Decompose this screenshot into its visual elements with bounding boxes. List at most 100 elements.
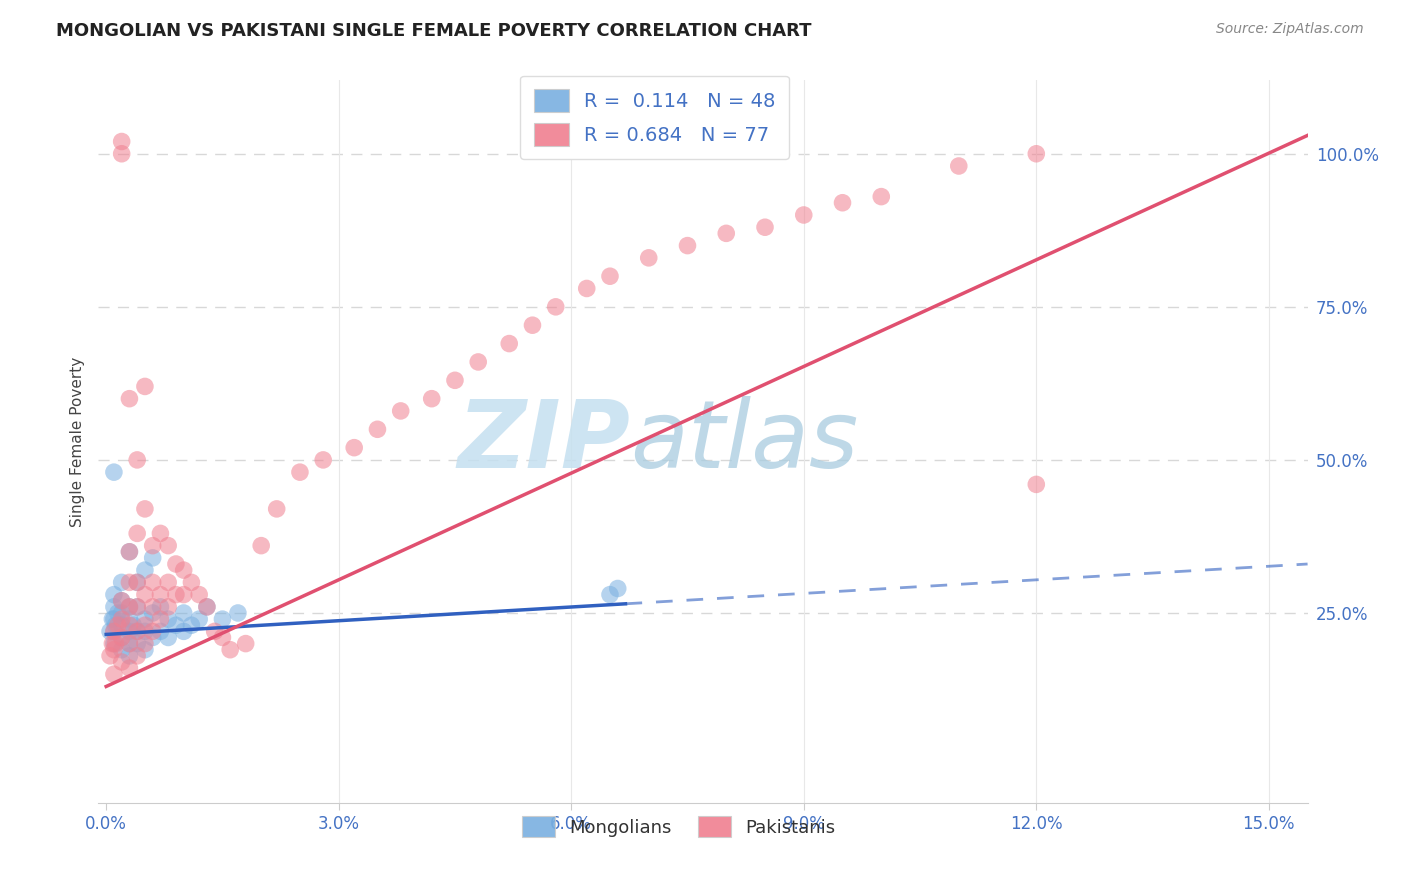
Point [157,631,180,645]
Point [366,422,388,436]
Point [127,624,149,639]
Point [111,146,134,161]
Point [165,557,187,571]
Point [134,637,156,651]
Point [101,612,124,626]
Point [250,539,273,553]
Point [188,612,211,626]
Text: atlas: atlas [630,396,859,487]
Point [599,269,621,284]
Point [111,593,134,607]
Point [312,453,335,467]
Point [157,575,180,590]
Point [118,624,141,639]
Point [103,624,125,639]
Point [157,612,180,626]
Point [118,661,141,675]
Point [98,648,121,663]
Point [165,618,187,632]
Point [134,624,156,639]
Point [118,637,141,651]
Point [118,545,141,559]
Point [111,618,134,632]
Point [1025,146,1047,161]
Point [235,637,257,651]
Point [103,612,125,626]
Point [142,606,165,620]
Point [118,392,141,406]
Point [606,582,628,596]
Point [142,575,165,590]
Point [716,227,738,241]
Point [831,195,853,210]
Text: Source: ZipAtlas.com: Source: ZipAtlas.com [1216,22,1364,37]
Point [127,526,149,541]
Point [180,575,202,590]
Point [118,618,141,632]
Point [149,599,172,614]
Point [98,624,121,639]
Point [1025,477,1047,491]
Point [211,612,233,626]
Point [676,238,699,252]
Point [103,667,125,681]
Point [754,220,776,235]
Point [204,624,226,639]
Point [111,612,134,626]
Point [157,539,180,553]
Point [134,563,156,577]
Point [118,648,141,663]
Point [118,637,141,651]
Point [498,336,520,351]
Point [127,575,149,590]
Point [173,563,195,577]
Point [180,618,202,632]
Point [118,599,141,614]
Point [111,593,134,607]
Point [219,642,242,657]
Point [111,631,134,645]
Point [118,599,141,614]
Point [103,642,125,657]
Point [142,539,165,553]
Point [575,281,598,295]
Point [637,251,659,265]
Point [103,588,125,602]
Point [420,392,443,406]
Point [111,575,134,590]
Point [226,606,249,620]
Point [103,465,125,479]
Point [599,588,621,602]
Point [103,599,125,614]
Point [142,624,165,639]
Point [118,545,141,559]
Point [134,642,156,657]
Point [165,588,187,602]
Point [522,318,544,333]
Point [149,526,172,541]
Point [101,637,124,651]
Point [111,606,134,620]
Point [127,453,149,467]
Point [149,612,172,626]
Point [104,637,127,651]
Point [103,624,125,639]
Point [111,642,134,657]
Point [104,618,127,632]
Point [118,575,141,590]
Point [134,588,156,602]
Point [211,631,233,645]
Point [111,135,134,149]
Point [467,355,489,369]
Point [195,599,218,614]
Point [142,631,165,645]
Point [111,655,134,669]
Point [127,599,149,614]
Point [288,465,311,479]
Point [142,599,165,614]
Point [173,588,195,602]
Point [149,624,172,639]
Legend: Mongolians, Pakistanis: Mongolians, Pakistanis [515,809,842,845]
Point [173,606,195,620]
Point [389,404,412,418]
